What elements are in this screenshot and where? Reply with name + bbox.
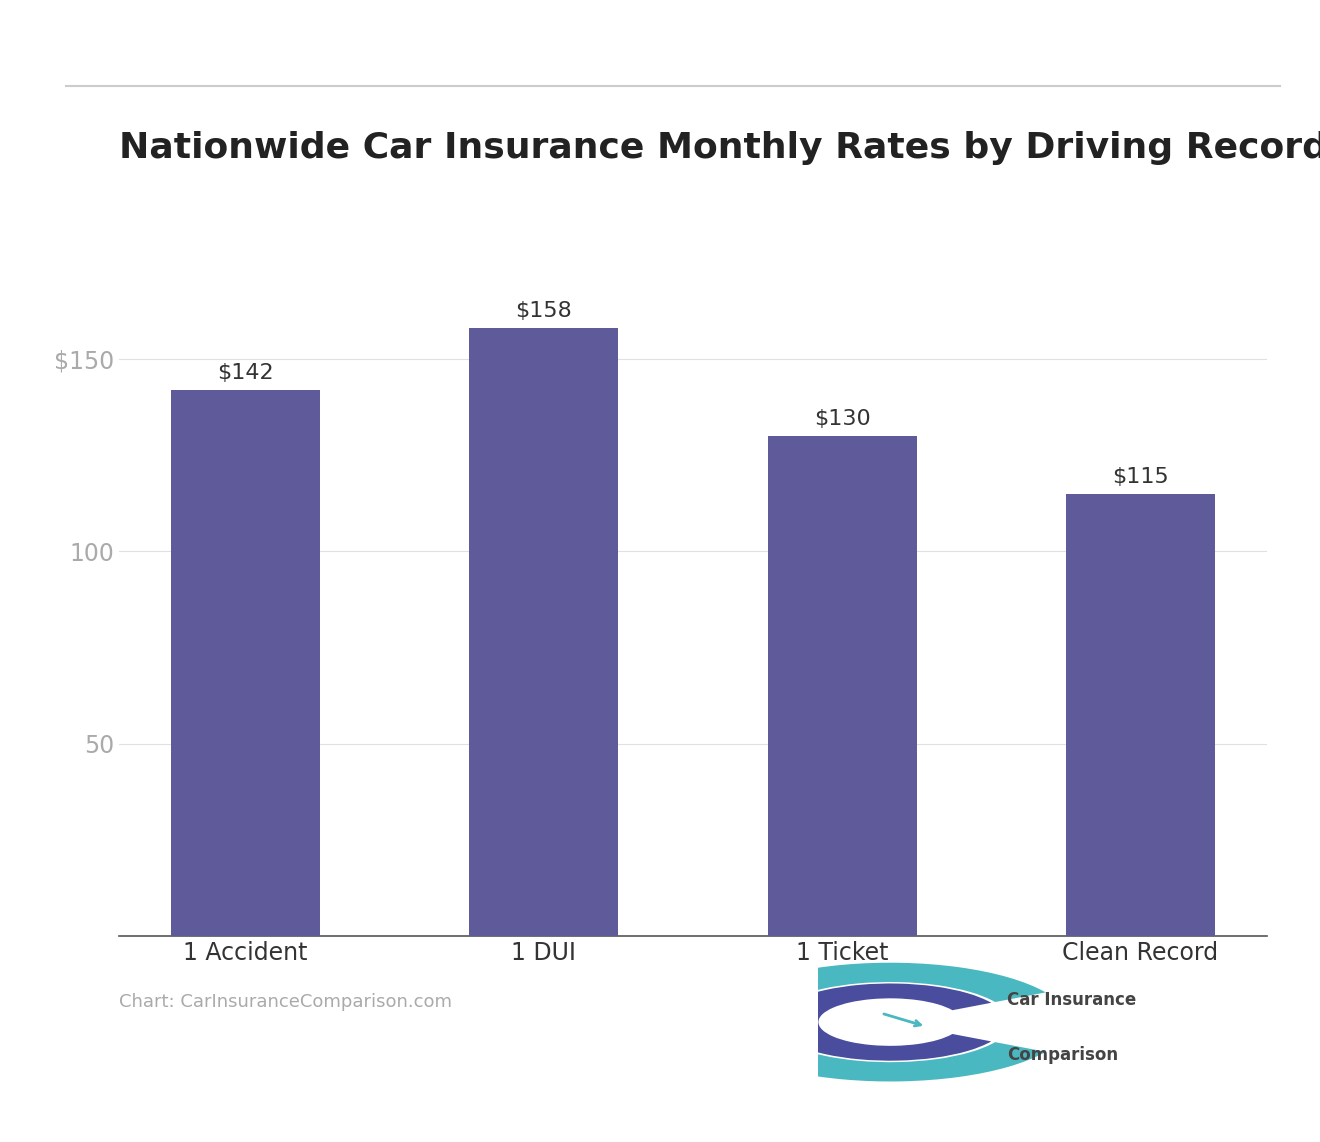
- Wedge shape: [774, 983, 991, 1061]
- Text: $158: $158: [516, 301, 573, 321]
- Text: $115: $115: [1111, 467, 1168, 486]
- Bar: [470, 328, 619, 936]
- Text: $142: $142: [218, 363, 273, 383]
- Bar: [172, 389, 321, 936]
- Text: Car Insurance: Car Insurance: [1007, 991, 1137, 1008]
- Text: Comparison: Comparison: [1007, 1046, 1118, 1063]
- Text: $130: $130: [813, 409, 870, 429]
- Text: Chart: CarInsuranceComparison.com: Chart: CarInsuranceComparison.com: [119, 992, 451, 1011]
- Text: Nationwide Car Insurance Monthly Rates by Driving Record: Nationwide Car Insurance Monthly Rates b…: [119, 131, 1320, 166]
- Wedge shape: [710, 963, 1045, 1081]
- Bar: [1065, 493, 1214, 936]
- Bar: [767, 436, 916, 936]
